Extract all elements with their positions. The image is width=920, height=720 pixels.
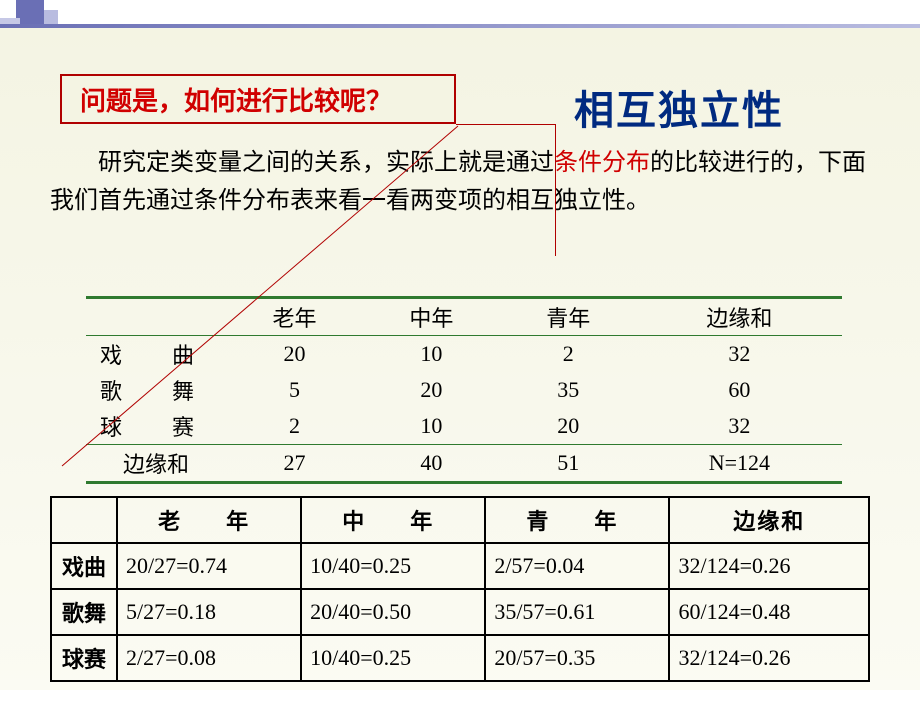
table-cell: 2 (226, 408, 363, 445)
table-cell: 边缘和 (86, 445, 226, 483)
table-cell: 2 (500, 336, 637, 373)
table-cell: 32 (637, 408, 842, 445)
table-footer-row: 边缘和 27 40 51 N=124 (86, 445, 842, 483)
table-row: 球赛 2/27=0.08 10/40=0.25 20/57=0.35 32/12… (51, 635, 869, 681)
table-cell: 40 (363, 445, 500, 483)
table-row: 球 赛 2 10 20 32 (86, 408, 842, 445)
table-cell: 32/124=0.26 (669, 543, 869, 589)
table-cell: 20 (363, 372, 500, 408)
table-row: 歌舞 5/27=0.18 20/40=0.50 35/57=0.61 60/12… (51, 589, 869, 635)
slide-title-fragment: 相互独立性 (574, 78, 784, 136)
table-cell: 51 (500, 445, 637, 483)
table-cell: 戏 曲 (86, 336, 226, 373)
para-pre: 研究定类变量之间的关系，实际上就是通过 (50, 150, 554, 176)
para-emphasis: 条件分布 (554, 150, 650, 176)
table-cell: 10/40=0.25 (301, 635, 485, 681)
callout-box: 问题是，如何进行比较呢？ (60, 74, 456, 124)
table-row: 戏 曲 20 10 2 32 (86, 336, 842, 373)
table-cell: 27 (226, 445, 363, 483)
table-cell: 60/124=0.48 (669, 589, 869, 635)
table-cell: 60 (637, 372, 842, 408)
table-cell: 5/27=0.18 (117, 589, 301, 635)
table-header-cell: 中年 (363, 298, 500, 336)
body-paragraph: 研究定类变量之间的关系，实际上就是通过条件分布的比较进行的，下面我们首先通过条件… (50, 144, 870, 221)
data-table-counts: 老年 中年 青年 边缘和 戏 曲 20 10 2 32 歌 舞 5 20 35 … (86, 296, 842, 484)
table-header-row: 老年 中年 青年 边缘和 (86, 298, 842, 336)
table-cell: 球 赛 (86, 408, 226, 445)
table-cell: 10 (363, 336, 500, 373)
table-header-cell: 老年 (226, 298, 363, 336)
table-header-cell (51, 497, 117, 543)
table-cell: 35 (500, 372, 637, 408)
table-cell: 歌 舞 (86, 372, 226, 408)
table-cell: 20 (500, 408, 637, 445)
decoration-square (44, 10, 58, 24)
table-header-cell: 边缘和 (637, 298, 842, 336)
table-header-cell (86, 298, 226, 336)
table-cell: 10 (363, 408, 500, 445)
table-cell: 20/40=0.50 (301, 589, 485, 635)
table-header-cell: 中 年 (301, 497, 485, 543)
top-bar (0, 0, 920, 24)
data-table-proportions: 老 年 中 年 青 年 边缘和 戏曲 20/27=0.74 10/40=0.25… (50, 496, 870, 682)
table-cell: 20/57=0.35 (485, 635, 669, 681)
table-cell: 球赛 (51, 635, 117, 681)
table-header-row: 老 年 中 年 青 年 边缘和 (51, 497, 869, 543)
slide-body: 相互独立性 问题是，如何进行比较呢？ 研究定类变量之间的关系，实际上就是通过条件… (0, 28, 920, 690)
table-cell: 戏曲 (51, 543, 117, 589)
table-cell: 35/57=0.61 (485, 589, 669, 635)
table-row: 戏曲 20/27=0.74 10/40=0.25 2/57=0.04 32/12… (51, 543, 869, 589)
table-row: 歌 舞 5 20 35 60 (86, 372, 842, 408)
table-header-cell: 青 年 (485, 497, 669, 543)
table-cell: 32 (637, 336, 842, 373)
table-cell: N=124 (637, 445, 842, 483)
table-cell: 20 (226, 336, 363, 373)
table-header-cell: 青年 (500, 298, 637, 336)
table-cell: 2/57=0.04 (485, 543, 669, 589)
table-header-cell: 老 年 (117, 497, 301, 543)
table-cell: 2/27=0.08 (117, 635, 301, 681)
callout-text: 问题是，如何进行比较呢？ (80, 81, 392, 118)
table-cell: 5 (226, 372, 363, 408)
table-cell: 10/40=0.25 (301, 543, 485, 589)
table-cell: 32/124=0.26 (669, 635, 869, 681)
table-cell: 20/27=0.74 (117, 543, 301, 589)
table-header-cell: 边缘和 (669, 497, 869, 543)
table-cell: 歌舞 (51, 589, 117, 635)
